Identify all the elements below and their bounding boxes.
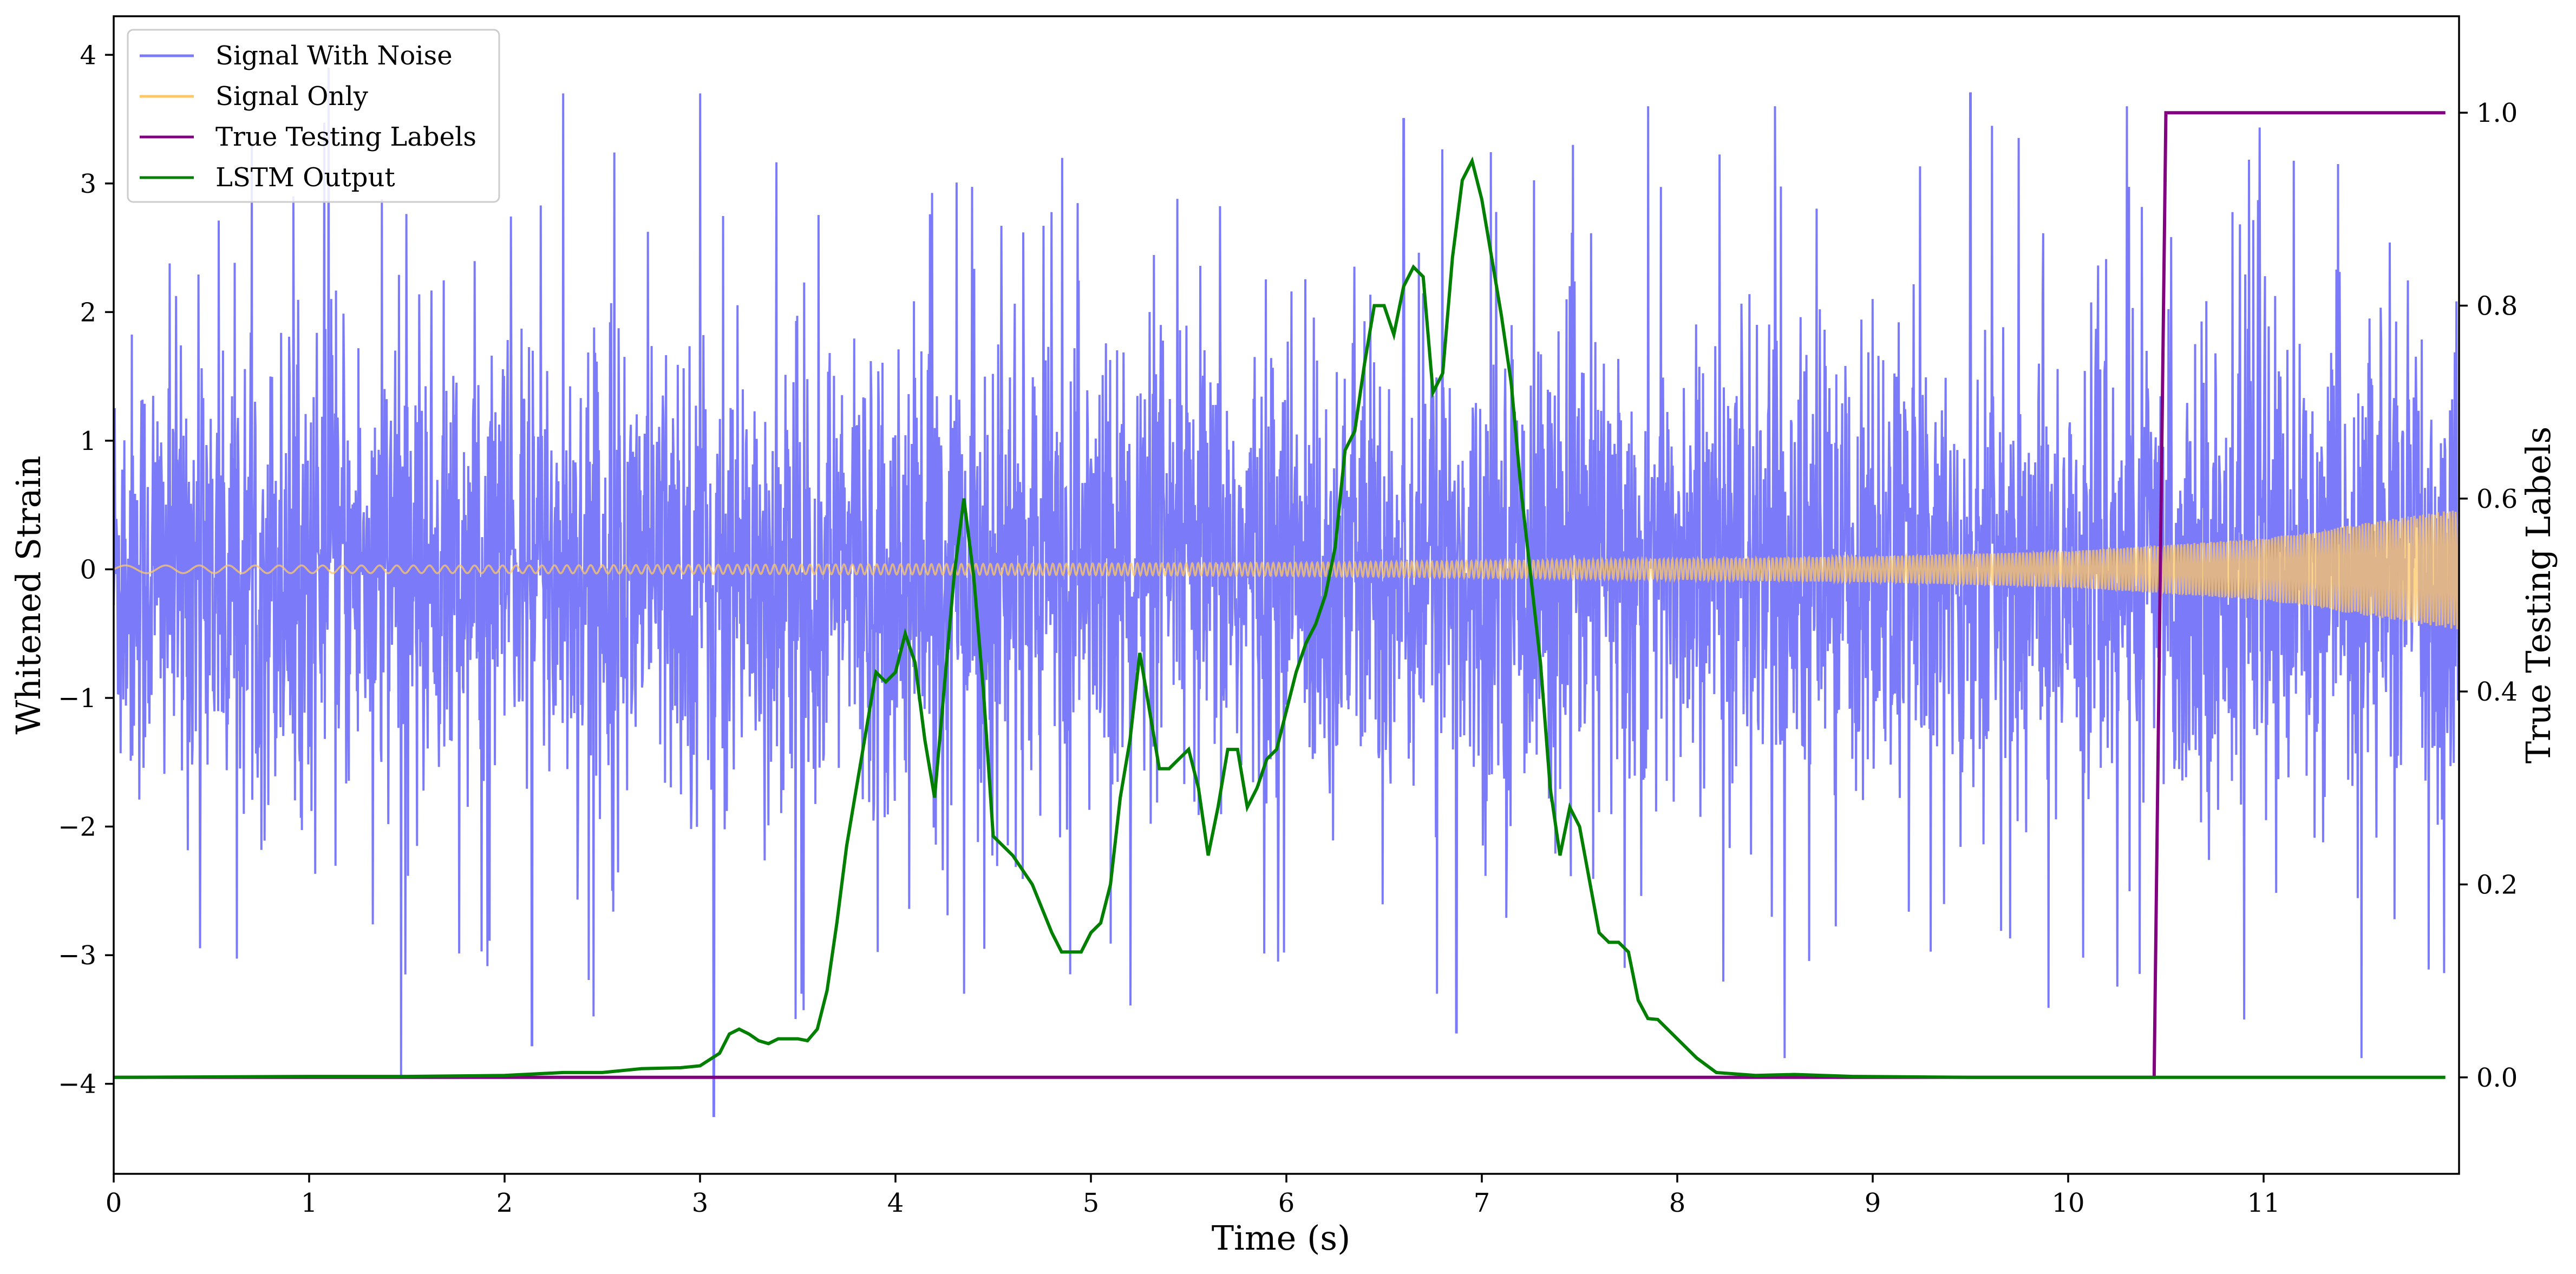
x-tick-label: 7 [1474,1188,1490,1218]
x-tick-label: 6 [1278,1188,1295,1218]
x-axis-title: Time (s) [1212,1218,1351,1258]
x-tick-label: 8 [1669,1188,1686,1218]
y-axis-right-title: True Testing Labels [2519,427,2558,764]
x-tick-label: 2 [496,1188,513,1218]
y-axis-left: −4 −3 −2 −1 0 1 2 3 4 [58,40,114,1100]
x-tick-label: 10 [2051,1188,2084,1218]
y-right-tick-label: 0.2 [2476,870,2518,900]
y-left-tick-label: −3 [58,940,96,971]
y-left-tick-label: −2 [58,812,96,842]
y-right-tick-label: 0.4 [2476,677,2518,707]
y-left-tick-label: −1 [58,683,96,714]
plot-area [114,67,2459,1118]
x-tick-label: 9 [1865,1188,1881,1218]
y-left-tick-label: 3 [80,169,96,199]
x-tick-label: 1 [301,1188,318,1218]
x-axis: 0 1 2 3 4 5 6 7 8 9 10 11 [106,1174,2280,1218]
series-line-lstm-output [114,156,2446,1079]
x-tick-label: 0 [106,1188,122,1218]
y-right-tick-label: 1.0 [2476,98,2518,128]
y-left-tick-label: 1 [80,426,96,456]
series-line-signal-only [114,509,2459,630]
series-line-signal-with-noise [114,67,2459,1118]
y-axis-right: 0.0 0.2 0.4 0.6 0.8 1.0 [2459,98,2518,1093]
x-tick-label: 5 [1083,1188,1100,1218]
y-left-tick-label: 4 [80,40,96,70]
x-tick-label: 4 [887,1188,904,1218]
legend-label-signal-with-noise: Signal With Noise [215,41,453,71]
legend-label-true-testing-labels: True Testing Labels [215,122,476,152]
series-line-true-testing-labels [114,111,2446,1079]
y-left-tick-label: −4 [58,1069,96,1100]
y-right-tick-label: 0.8 [2476,291,2518,322]
y-axis-left-title: Whitened Strain [9,456,48,735]
y-right-tick-label: 0.0 [2476,1063,2518,1093]
x-tick-label: 3 [692,1188,709,1218]
legend-label-signal-only: Signal Only [215,81,368,112]
legend: Signal With Noise Signal Only True Testi… [127,29,500,203]
legend-label-lstm-output: LSTM Output [215,162,395,193]
y-left-tick-label: 2 [80,297,96,328]
y-right-tick-label: 0.6 [2476,484,2518,514]
y-left-tick-label: 0 [80,554,96,585]
legend-box [127,29,500,203]
x-tick-label: 11 [2247,1188,2280,1218]
